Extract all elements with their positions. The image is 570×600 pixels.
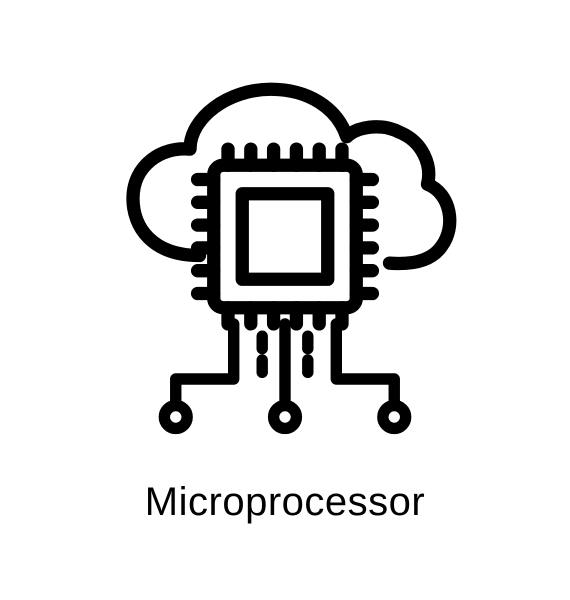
circuit-traces: [176, 324, 395, 406]
chip-body: [214, 165, 357, 308]
icon-container: Microprocessor: [95, 75, 475, 525]
circuit-nodes: [164, 406, 405, 429]
icon-caption: Microprocessor: [145, 480, 425, 525]
microprocessor-cloud-icon: [95, 75, 475, 455]
